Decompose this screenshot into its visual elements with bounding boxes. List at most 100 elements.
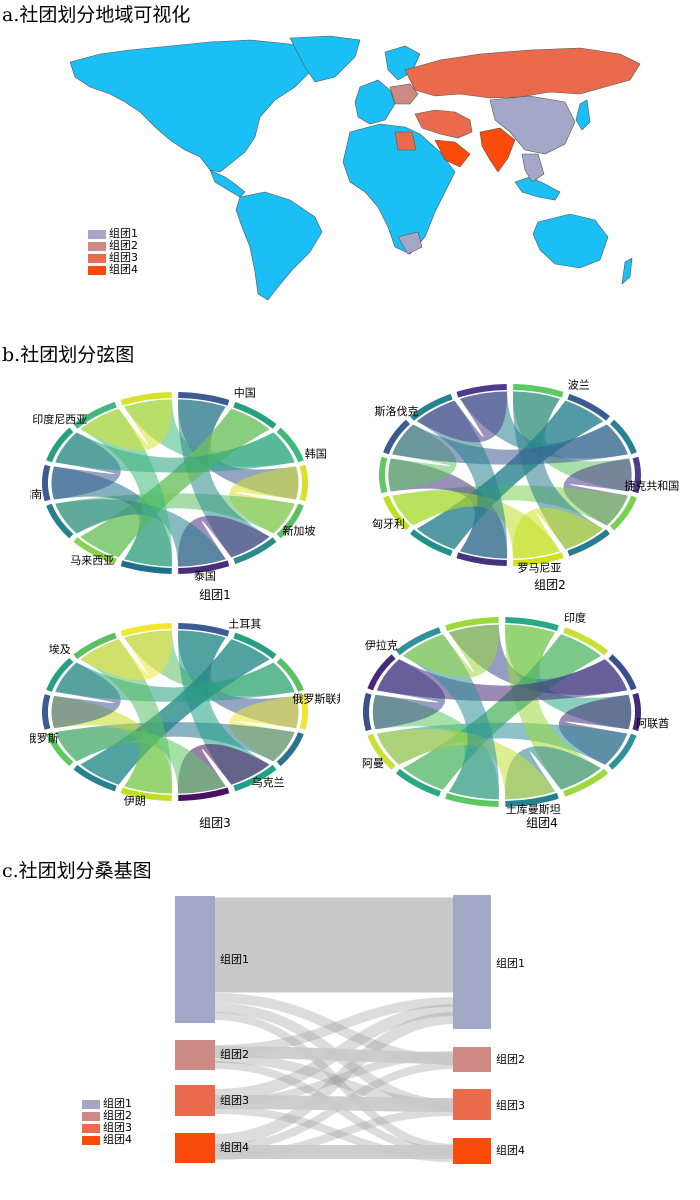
chord-caption: 组团3	[199, 816, 231, 830]
chord-arc	[73, 764, 117, 792]
sankey-label-right: 组团3	[496, 1098, 525, 1112]
section-title-b: b.社团划分弦图	[2, 344, 135, 366]
chord-arc	[505, 792, 559, 807]
map-western-europe	[354, 79, 396, 125]
chord-ribbon	[177, 630, 270, 785]
chord-arc	[609, 419, 637, 455]
chord-arc	[178, 560, 230, 574]
chord-ribbon	[403, 634, 601, 790]
chord-ribbon	[80, 639, 270, 785]
sankey-node-right-3	[453, 1089, 491, 1120]
sankey-flow	[214, 1095, 456, 1112]
chord-ribbon	[403, 634, 499, 800]
chord-label: 韩国	[305, 447, 327, 461]
chord-ribbon	[376, 659, 628, 702]
chord-arc	[233, 537, 277, 565]
sankey-node-left-4	[175, 1133, 215, 1163]
chord-arc	[42, 464, 51, 502]
sankey-label-left: 组团4	[220, 1140, 249, 1154]
sankey-label-right: 组团2	[496, 1052, 525, 1066]
legend-item: 组团1	[88, 228, 138, 240]
chord-arc	[276, 732, 304, 767]
chord-arc	[120, 787, 172, 801]
map-legend: 组团1 组团2 组团3 组团4	[88, 228, 138, 276]
legend-label: 组团4	[103, 1133, 132, 1146]
chord-arc	[299, 694, 308, 730]
chord-ribbon	[392, 424, 628, 465]
chord-arc	[505, 617, 559, 632]
chord-label: 土耳其	[228, 617, 261, 630]
chord-label: 马来西亚	[70, 554, 114, 567]
chord-label: 印度	[564, 611, 586, 625]
chord-label: 越南	[30, 487, 42, 501]
legend-label: 组团2	[103, 1109, 132, 1122]
map-south-africa	[397, 231, 423, 255]
map-eastern-europe	[389, 83, 419, 105]
chord-ribbon	[80, 639, 173, 794]
sankey-label-left: 组团1	[220, 952, 249, 966]
map-india	[479, 127, 516, 173]
chord-arc	[120, 623, 172, 637]
legend-label: 组团3	[109, 251, 138, 264]
chord-ribbon	[55, 662, 295, 702]
chord-label: 捷克共和国	[624, 478, 679, 492]
legend-item: 组团2	[82, 1110, 132, 1122]
sankey-node-left-3	[175, 1085, 215, 1116]
chord-arc	[609, 495, 637, 531]
chord-label: 阿联酋	[636, 716, 669, 730]
chord-arc	[299, 464, 308, 502]
map-central-america	[209, 169, 246, 198]
chord-arc	[233, 764, 277, 792]
map-new-zealand	[621, 257, 633, 285]
world-map	[69, 35, 641, 301]
chord-arc	[567, 529, 610, 557]
chord-caption: 组团1	[199, 588, 231, 602]
chord-arc	[379, 456, 388, 494]
chord-ribbon	[505, 624, 601, 790]
sankey-label-left: 组团2	[220, 1047, 249, 1061]
chord-label: 匈牙利	[372, 516, 405, 530]
legend-label: 组团1	[109, 227, 138, 240]
sankey-legend: 组团1 组团2 组团3 组团4	[82, 1098, 132, 1146]
map-indochina	[521, 153, 545, 183]
map-middle-east-g3	[414, 109, 473, 139]
chord-ribbon	[512, 391, 604, 550]
chord-arc	[632, 456, 641, 494]
sankey-label-right: 组团4	[496, 1143, 525, 1157]
chord-arc	[410, 529, 453, 557]
legend-item: 组团4	[88, 264, 138, 276]
chord-arc	[367, 733, 396, 770]
chord-label: 伊拉克	[365, 638, 398, 652]
chord-ribbon	[55, 499, 226, 567]
chord-arc	[46, 732, 74, 767]
chord-arc	[42, 694, 51, 730]
chord-arc	[178, 392, 230, 406]
chord-ribbon	[55, 727, 226, 794]
chord-ribbon	[55, 432, 295, 473]
chord-arc	[608, 654, 637, 691]
chord-label: 白俄罗斯	[30, 731, 59, 745]
legend-item: 组团3	[82, 1122, 132, 1134]
chord-ribbon	[80, 630, 173, 681]
chord-arc	[276, 503, 304, 539]
sankey-label-right: 组团1	[496, 956, 525, 970]
chord-label: 土库曼斯坦	[506, 802, 561, 816]
section-title-a: a.社团划分地域可视化	[2, 4, 191, 26]
chord-ribbon	[80, 408, 270, 558]
chord-arc	[513, 552, 564, 566]
sankey-node-left-2	[175, 1040, 215, 1070]
chord-label: 新加坡	[282, 524, 315, 538]
chord-arc	[456, 384, 507, 398]
map-china	[489, 95, 576, 155]
chord-arc	[563, 768, 609, 797]
chord-arc	[73, 401, 117, 429]
chord-arc	[513, 384, 564, 398]
chord-arc	[567, 393, 610, 421]
chord-arc	[73, 537, 117, 565]
chord-ribbon	[177, 399, 270, 558]
chord-arc	[395, 768, 441, 797]
chord-label: 阿曼	[362, 757, 384, 770]
chord-ribbon	[416, 400, 508, 559]
